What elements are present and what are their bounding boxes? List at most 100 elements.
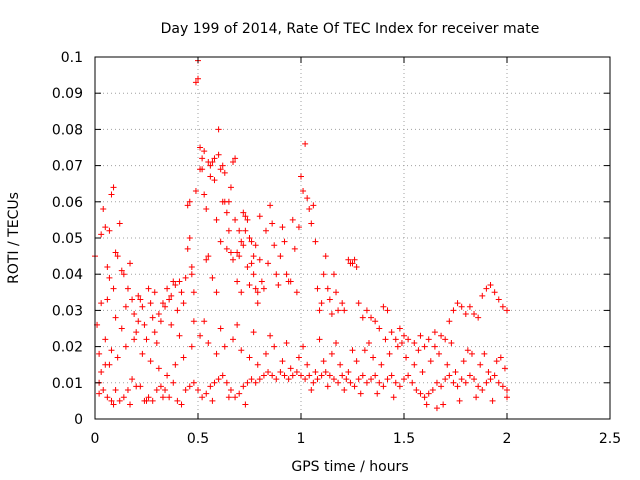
data-point [188,263,195,270]
data-point [312,238,319,245]
data-point [252,285,259,292]
data-point [178,289,185,296]
data-point [359,372,366,379]
data-point [302,140,309,147]
data-point [211,379,218,386]
data-point [170,278,177,285]
data-point [405,372,412,379]
x-tick-label: 2 [503,431,512,447]
data-point [248,238,255,245]
data-point [164,372,171,379]
data-point [316,336,323,343]
data-point [487,376,494,383]
data-point [304,361,311,368]
y-tick-label: 0.08 [52,122,83,138]
data-point [262,227,269,234]
data-point [462,379,469,386]
data-point [295,354,302,361]
data-point [219,162,226,169]
data-point [374,390,381,397]
x-tick-label: 1.5 [393,431,415,447]
data-point [359,314,366,321]
data-point [462,311,469,318]
data-point [100,206,107,213]
data-point [483,285,490,292]
data-point [489,397,496,404]
data-point [320,358,327,365]
data-point [308,220,315,227]
data-point [425,336,432,343]
data-point [491,372,498,379]
data-point [143,336,150,343]
y-tick-label: 0 [74,412,83,428]
data-point [287,365,294,372]
data-point [310,202,317,209]
data-point [256,213,263,220]
data-point [225,227,232,234]
data-point [322,368,329,375]
data-point [295,224,302,231]
data-point [240,242,247,249]
data-point [190,289,197,296]
data-point [458,376,465,383]
data-point [176,332,183,339]
data-point [468,350,475,357]
data-point [145,285,152,292]
data-point [392,336,399,343]
data-point [211,177,218,184]
data-point [201,191,208,198]
data-point [120,271,127,278]
data-point [207,162,214,169]
data-point [267,202,274,209]
data-point [192,187,199,194]
data-point [240,383,247,390]
data-point [104,296,111,303]
data-point [209,397,216,404]
data-point [320,271,327,278]
data-point [104,394,111,401]
data-point [361,347,368,354]
data-point [250,271,257,278]
data-point [351,256,358,263]
data-point [308,387,315,394]
data-point [481,350,488,357]
data-point [275,282,282,289]
data-point [122,303,129,310]
data-point [495,379,502,386]
data-point [178,401,185,408]
data-point [357,390,364,397]
data-point [392,379,399,386]
data-point [174,397,181,404]
data-point [269,372,276,379]
data-point [495,296,502,303]
data-point [149,314,156,321]
x-tick-label: 0 [91,431,100,447]
data-point [448,339,455,346]
data-point [273,376,280,383]
data-point [271,343,278,350]
data-point [145,394,152,401]
data-point [248,260,255,267]
data-point [345,256,352,263]
data-point [211,155,218,162]
data-point [466,303,473,310]
data-point [246,235,253,241]
data-point [227,184,234,191]
data-point [384,376,391,383]
data-point [207,383,214,390]
data-point [349,260,356,267]
data-point [442,376,449,383]
y-tick-label: 0.09 [52,86,83,102]
data-point [405,336,412,343]
data-point [483,379,490,386]
data-point [120,394,127,401]
data-point [124,387,131,394]
data-point [256,256,263,263]
data-point [458,303,465,310]
data-point [170,379,177,386]
data-point [116,397,123,404]
data-point [475,314,482,321]
data-point [419,368,426,375]
data-point [335,379,342,386]
data-point [230,158,237,165]
